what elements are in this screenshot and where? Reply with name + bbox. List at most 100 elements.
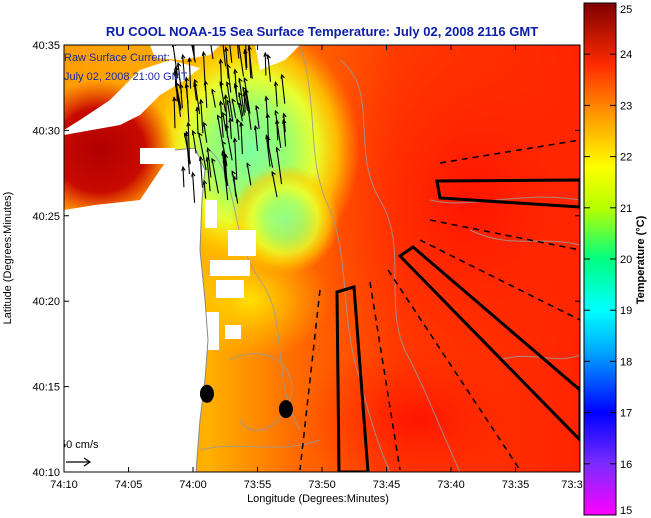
x-tick-label-2: 74:00 bbox=[179, 479, 207, 491]
colorbar-tick-label-2: 23 bbox=[620, 100, 632, 112]
current-vector-28 bbox=[193, 45, 195, 61]
current-vector-49 bbox=[248, 45, 252, 79]
colorbar-label: Temperature (°C) bbox=[635, 215, 647, 304]
current-vector-75 bbox=[274, 82, 278, 107]
current-vector-83 bbox=[217, 115, 226, 156]
current-vector-19 bbox=[276, 147, 283, 185]
current-vector-head-61 bbox=[233, 68, 238, 74]
current-vector-head-39 bbox=[219, 81, 224, 87]
contour-line-2 bbox=[339, 59, 461, 472]
current-vector-69 bbox=[282, 119, 287, 147]
no-data-patch-4 bbox=[210, 260, 250, 276]
current-vector-90 bbox=[177, 63, 183, 94]
contour-line-3 bbox=[209, 149, 301, 431]
dashed-line-1 bbox=[299, 289, 321, 471]
current-vector-head-11 bbox=[198, 155, 204, 162]
current-vector-59 bbox=[219, 59, 223, 89]
current-vector-head-77 bbox=[265, 112, 270, 119]
current-vector-head-89 bbox=[173, 69, 178, 76]
current-vector-head-28 bbox=[192, 40, 195, 44]
current-vector-13 bbox=[188, 58, 192, 89]
current-vector-head-36 bbox=[253, 124, 259, 131]
current-vector-78 bbox=[225, 47, 229, 79]
marker-station-a bbox=[199, 384, 214, 403]
current-vector-head-73 bbox=[211, 157, 216, 163]
colorbar-tick-label-10: 15 bbox=[620, 505, 632, 517]
y-axis-label: Latitude (Degrees:Minutes) bbox=[2, 192, 14, 325]
current-vector-head-40 bbox=[231, 98, 236, 104]
x-tick-label-3: 73:55 bbox=[244, 479, 272, 491]
scale-arrow-head bbox=[83, 457, 92, 467]
x-tick-label-0: 74:10 bbox=[50, 479, 78, 491]
current-vector-82 bbox=[244, 49, 247, 70]
box-southeast bbox=[397, 245, 580, 443]
current-vector-58 bbox=[224, 95, 229, 139]
y-tick-label-1: 40:30 bbox=[32, 125, 60, 137]
current-vector-81 bbox=[173, 97, 176, 129]
current-vector-head-80 bbox=[239, 121, 244, 127]
current-vector-29 bbox=[234, 138, 238, 180]
current-vector-head-23 bbox=[238, 102, 243, 108]
current-vector-head-37 bbox=[181, 165, 186, 171]
colorbar-tick-label-7: 18 bbox=[620, 356, 632, 368]
current-vector-74 bbox=[224, 154, 228, 185]
current-vector-head-15 bbox=[280, 73, 285, 79]
land-mask bbox=[64, 45, 300, 472]
current-vector-head-69 bbox=[281, 118, 287, 124]
no-data-patch-1 bbox=[140, 148, 175, 164]
current-vector-head-17 bbox=[201, 50, 207, 57]
current-vector-head-1 bbox=[222, 111, 227, 118]
current-vector-head-65 bbox=[183, 132, 189, 138]
overlay-title: Raw Surface Current: bbox=[64, 52, 170, 64]
current-vector-head-52 bbox=[192, 129, 197, 136]
current-vector-head-19 bbox=[275, 146, 280, 152]
current-vector-36 bbox=[254, 126, 259, 151]
x-tick-label-5: 73:45 bbox=[373, 479, 401, 491]
current-vector-head-62 bbox=[255, 104, 260, 110]
current-vector-85 bbox=[266, 137, 274, 168]
current-vector-head-86 bbox=[173, 65, 179, 71]
dashed-line-3 bbox=[387, 269, 521, 471]
current-vector-head-66 bbox=[203, 79, 208, 86]
y-tick-label-4: 40:15 bbox=[32, 382, 60, 394]
y-tick-label-0: 40:35 bbox=[32, 40, 60, 52]
no-data-patch-3 bbox=[228, 230, 256, 256]
current-vector-45 bbox=[222, 45, 227, 67]
current-vector-head-94 bbox=[206, 146, 211, 153]
colorbar-ticks: 25 24 23 22 21 20 19 18 17 16 15 bbox=[584, 2, 632, 517]
current-vector-80 bbox=[240, 122, 243, 155]
current-vector-11 bbox=[199, 156, 203, 188]
x-tick-label-6: 73:40 bbox=[437, 479, 465, 491]
current-vector-21 bbox=[194, 79, 201, 115]
current-vector-head-64 bbox=[264, 95, 269, 101]
box-east bbox=[435, 178, 580, 209]
current-vector-12 bbox=[238, 78, 245, 116]
x-tick-label-1: 74:05 bbox=[115, 479, 143, 491]
y-tick-label-3: 40:20 bbox=[32, 296, 60, 308]
current-vector-91 bbox=[233, 176, 237, 197]
current-vector-head-92 bbox=[181, 53, 186, 60]
current-vector-head-22 bbox=[202, 179, 208, 185]
station-markers bbox=[199, 384, 293, 419]
current-vector-head-60 bbox=[186, 121, 191, 127]
current-vector-66 bbox=[204, 81, 208, 108]
current-vector-head-43 bbox=[225, 123, 230, 130]
y-tick-label-2: 40:25 bbox=[32, 211, 60, 223]
current-vector-head-6 bbox=[184, 76, 189, 82]
current-vector-92 bbox=[182, 54, 185, 77]
colorbar-tick-label-4: 21 bbox=[620, 203, 632, 215]
current-vector-head-13 bbox=[187, 56, 192, 63]
current-vector-head-90 bbox=[176, 61, 182, 68]
current-vector-head-38 bbox=[193, 81, 198, 87]
chart-title: RU COOL NOAA-15 Sea Surface Temperature:… bbox=[106, 24, 538, 39]
current-vector-head-63 bbox=[271, 170, 276, 177]
current-vector-30 bbox=[229, 45, 233, 63]
current-vector-head-0 bbox=[228, 117, 233, 123]
current-vector-head-29 bbox=[232, 137, 238, 143]
current-vector-head-85 bbox=[266, 136, 271, 142]
current-vector-41 bbox=[244, 89, 252, 130]
y-tick-label-5: 40:10 bbox=[32, 467, 60, 479]
current-vector-52 bbox=[192, 131, 197, 154]
current-vector-head-59 bbox=[218, 58, 224, 64]
